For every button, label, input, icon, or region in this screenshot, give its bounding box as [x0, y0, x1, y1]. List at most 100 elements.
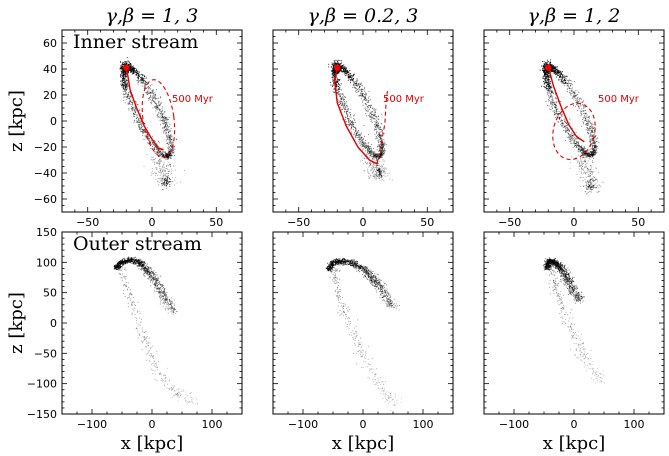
- particle: [134, 69, 136, 71]
- particle: [141, 76, 143, 78]
- particle: [384, 160, 386, 162]
- particle: [367, 101, 369, 103]
- particle: [574, 143, 576, 145]
- particle: [381, 138, 383, 140]
- particle: [332, 65, 334, 67]
- particle: [559, 72, 561, 74]
- particle: [373, 171, 375, 173]
- particle: [172, 148, 174, 150]
- particle: [173, 151, 175, 153]
- particle: [565, 82, 567, 84]
- particle: [574, 95, 576, 97]
- particle: [573, 140, 576, 142]
- particle: [157, 140, 160, 142]
- particle: [131, 65, 133, 67]
- particle: [592, 157, 595, 159]
- particle: [359, 82, 361, 84]
- particle: [343, 66, 345, 68]
- particle: [353, 131, 356, 133]
- particle: [369, 116, 371, 118]
- particle: [122, 71, 124, 73]
- particle: [156, 106, 158, 109]
- particle: [159, 170, 161, 172]
- particle: [160, 111, 162, 113]
- particle: [343, 105, 345, 107]
- particle: [346, 116, 349, 118]
- particle: [570, 94, 572, 96]
- particle: [380, 177, 382, 179]
- particle: [367, 109, 369, 111]
- stream-particles: [119, 56, 186, 191]
- particle: [362, 157, 364, 159]
- particle: [157, 163, 159, 165]
- particle: [344, 119, 346, 121]
- particle: [370, 163, 372, 165]
- particle: [167, 147, 169, 149]
- particle: [350, 77, 352, 79]
- particle: [123, 93, 125, 95]
- particle: [161, 184, 163, 186]
- particle: [558, 110, 560, 113]
- particle: [169, 164, 172, 166]
- particle: [165, 183, 167, 185]
- particle: [366, 100, 368, 102]
- particle: [346, 112, 348, 114]
- particle: [164, 180, 166, 182]
- particle: [125, 74, 127, 76]
- particle: [153, 163, 155, 165]
- particle: [370, 155, 372, 157]
- particle: [139, 122, 141, 124]
- particle: [581, 113, 583, 115]
- particle: [383, 139, 385, 141]
- particle: [570, 82, 573, 85]
- particle: [166, 183, 169, 185]
- particle: [588, 115, 590, 117]
- particle: [138, 109, 140, 111]
- particle: [379, 137, 381, 139]
- particle: [148, 139, 150, 141]
- particle: [352, 86, 354, 88]
- particle: [366, 145, 368, 147]
- particle: [166, 142, 169, 144]
- particle: [136, 79, 138, 82]
- particle: [142, 134, 144, 137]
- particle: [164, 183, 167, 185]
- particle: [368, 90, 370, 92]
- particle: [377, 128, 380, 130]
- particle: [346, 72, 348, 74]
- particle: [368, 175, 370, 177]
- particle: [582, 110, 584, 112]
- particle: [383, 149, 385, 151]
- particle: [347, 124, 349, 126]
- particle: [168, 161, 170, 163]
- particle: [576, 94, 578, 96]
- particle: [162, 183, 164, 185]
- particle: [362, 148, 364, 150]
- particle: [137, 83, 139, 85]
- particle: [345, 73, 347, 75]
- particle: [147, 87, 149, 89]
- particle: [127, 93, 129, 95]
- particle: [545, 75, 547, 77]
- particle: [127, 82, 129, 84]
- particle: [590, 138, 592, 141]
- particle: [376, 146, 379, 148]
- particle: [555, 103, 557, 105]
- particle: [343, 64, 345, 66]
- particle: [360, 136, 363, 138]
- particle: [564, 121, 567, 123]
- particle: [143, 79, 145, 81]
- particle: [121, 83, 124, 85]
- particle: [387, 175, 389, 177]
- particle: [124, 83, 126, 86]
- particle: [121, 72, 123, 74]
- x-tick-label: 50: [420, 216, 434, 229]
- particle: [170, 170, 172, 172]
- particle: [347, 77, 350, 79]
- particle: [366, 153, 368, 156]
- particle: [583, 100, 585, 102]
- particle: [148, 137, 150, 139]
- particle: [158, 105, 160, 107]
- particle: [157, 177, 159, 179]
